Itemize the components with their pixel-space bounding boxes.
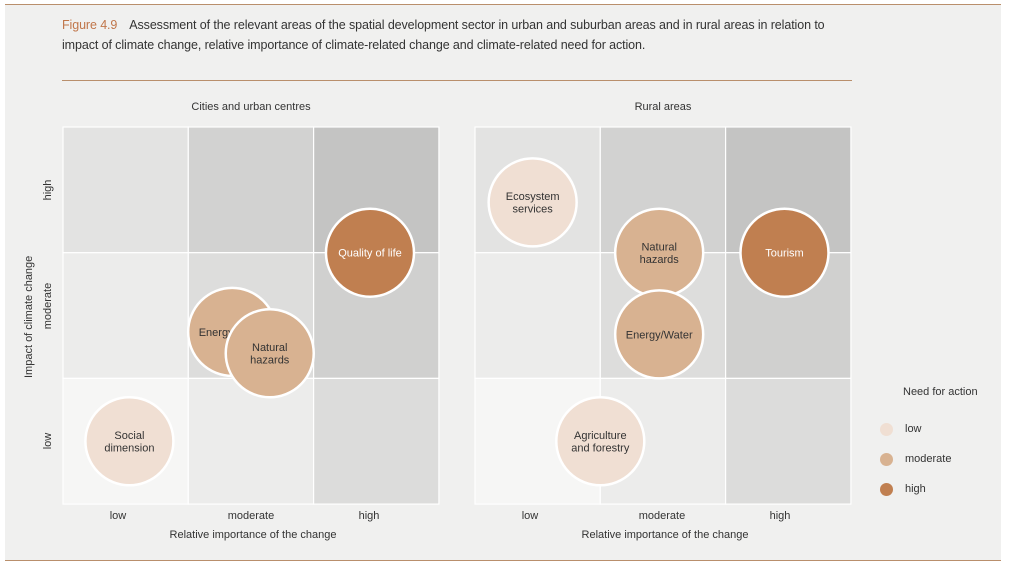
grid-cell bbox=[187, 377, 315, 505]
x-tick-high-rural: high bbox=[769, 510, 791, 522]
legend-label-low: low bbox=[905, 423, 922, 435]
panel-urban: SocialdimensionEnergy/WaterNaturalhazard… bbox=[62, 126, 440, 505]
bubble-label: Tourism bbox=[765, 248, 804, 260]
legend-label-high: high bbox=[905, 483, 926, 495]
figure-caption-text: Assessment of the relevant areas of the … bbox=[62, 18, 825, 52]
legend: Need for action low moderate high bbox=[878, 386, 978, 504]
caption-divider bbox=[62, 80, 852, 81]
x-tick-moderate-rural: moderate bbox=[638, 510, 686, 522]
x-tick-high-urban: high bbox=[358, 510, 380, 522]
grid-cell bbox=[62, 252, 189, 379]
legend-swatch-moderate bbox=[880, 452, 893, 466]
grid-cell bbox=[187, 126, 315, 254]
bubble-label: Energy/Water bbox=[626, 329, 693, 341]
x-tick-moderate-urban: moderate bbox=[227, 510, 275, 522]
bubble-agriculture-and-forestry bbox=[555, 396, 646, 487]
figure-caption: Figure 4.9 Assessment of the relevant are… bbox=[62, 15, 852, 55]
legend-swatch-low bbox=[880, 422, 893, 436]
bubble-label: Natural hazards bbox=[250, 342, 290, 367]
figure-number: Figure 4.9 bbox=[62, 18, 118, 32]
x-axis-title-urban: Relative importance of the change bbox=[169, 529, 337, 541]
bubble-energy-water bbox=[613, 289, 705, 380]
bubble-ecosystem-services bbox=[487, 157, 578, 248]
x-tick-low-urban: low bbox=[109, 510, 127, 522]
bubble-label: Quality of life bbox=[338, 248, 402, 260]
grid-cell bbox=[313, 377, 440, 505]
legend-item-moderate: moderate bbox=[878, 444, 978, 474]
panel-title-rural: Rural areas bbox=[634, 101, 692, 113]
legend-label-moderate: moderate bbox=[905, 453, 952, 465]
bubble-label: Agriculture and forestry bbox=[571, 430, 630, 455]
grid-cell bbox=[724, 377, 852, 505]
bubble-tourism bbox=[739, 207, 830, 298]
bubble-social-dimension bbox=[84, 396, 175, 487]
legend-item-high: high bbox=[878, 474, 978, 504]
x-axis-title-rural: Relative importance of the change bbox=[581, 529, 749, 541]
bubble-label: Natural hazards bbox=[640, 241, 680, 266]
panel-rural: Ecosystem services Natural hazards Energy/Wa… bbox=[474, 126, 852, 505]
legend-swatch-high bbox=[880, 482, 893, 496]
x-tick-low-rural: low bbox=[521, 510, 539, 522]
grid-cell bbox=[474, 252, 601, 379]
legend-item-low: low bbox=[878, 414, 978, 444]
grid-cell bbox=[62, 126, 189, 254]
legend-title: Need for action bbox=[903, 386, 978, 398]
bubble-label: Ecosystem services bbox=[506, 191, 560, 216]
bubble-label: Social dimension bbox=[104, 430, 154, 455]
bubble-quality-of-life bbox=[324, 207, 416, 298]
panel-title-urban: Cities and urban centres bbox=[191, 101, 311, 113]
bubble-natural-hazards bbox=[224, 308, 315, 399]
